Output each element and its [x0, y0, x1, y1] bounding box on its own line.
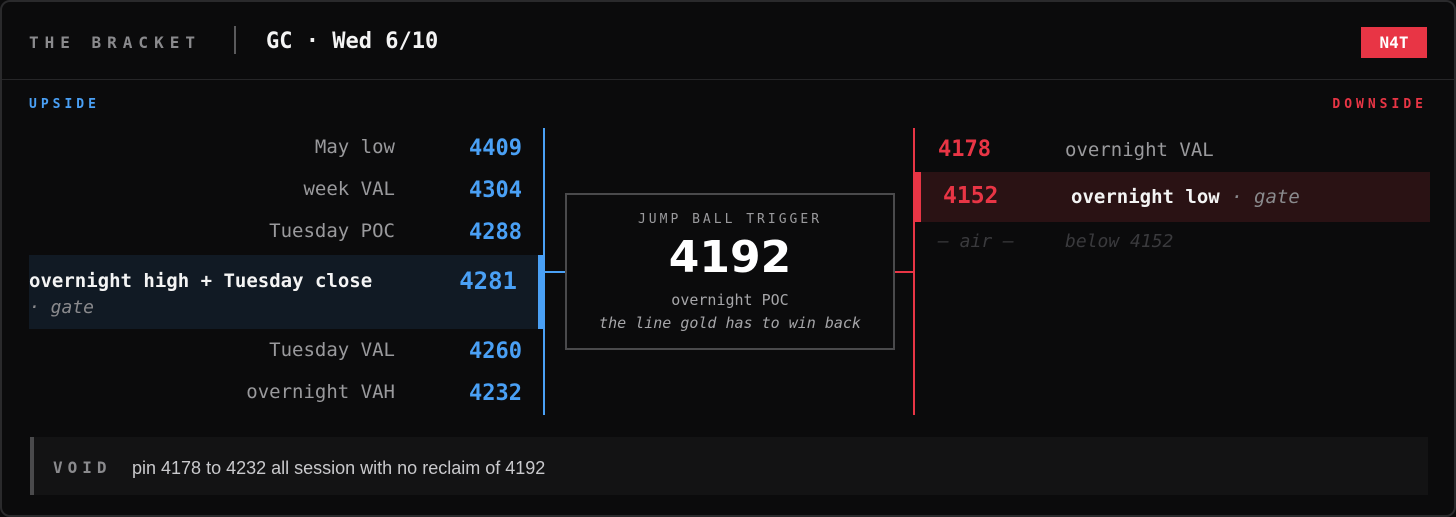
downside-connector: [895, 271, 913, 273]
level-label: Tuesday VAL: [269, 339, 395, 361]
level-label: May low: [314, 136, 395, 158]
level-value: 4178: [938, 137, 991, 162]
level-label: Tuesday POC: [269, 220, 395, 242]
gate-label: overnight high + Tuesday close: [29, 270, 373, 292]
level-value: 4409: [469, 136, 522, 161]
level-label: overnight VAH: [246, 381, 395, 403]
upside-level: Tuesday VAL 4260: [2, 339, 547, 379]
header: THE BRACKET GC · Wed 6/10 N4T: [2, 2, 1454, 80]
gate-highlight-bar: [915, 172, 921, 222]
jump-ball-trigger-box: JUMP BALL TRIGGER 4192 overnight POC the…: [565, 193, 895, 350]
upside-level: overnight VAH 4232: [2, 381, 547, 421]
trigger-label: JUMP BALL TRIGGER: [637, 212, 823, 227]
level-label: overnight VAL: [1065, 139, 1214, 161]
upside-label: UPSIDE: [29, 97, 100, 112]
trigger-value: 4192: [668, 232, 792, 283]
upside-connector: [545, 271, 565, 273]
symbol-date: GC · Wed 6/10: [266, 29, 439, 54]
void-condition: VOID pin 4178 to 4232 all session with n…: [30, 437, 1428, 495]
level-value: 4288: [469, 220, 522, 245]
level-label: week VAL: [303, 178, 395, 200]
downside-gate-level: 4152 overnight low · gate: [915, 172, 1430, 222]
trigger-note: the line gold has to win back: [599, 314, 861, 332]
void-label: VOID: [53, 458, 112, 477]
downside-axis-line: [913, 128, 915, 415]
downside-label: DOWNSIDE: [1332, 97, 1427, 112]
level-value: 4232: [469, 381, 522, 406]
gate-highlight-bar: [538, 255, 544, 329]
trigger-subtitle: overnight POC: [671, 291, 789, 309]
downside-level: 4178 overnight VAL: [915, 131, 1430, 171]
gate-value: 4281: [459, 267, 517, 295]
level-value: 4304: [469, 178, 522, 203]
level-value: 4260: [469, 339, 522, 364]
gate-label: overnight low: [1071, 186, 1220, 208]
upside-axis-line: [543, 128, 545, 415]
upside-level: May low 4409: [2, 136, 547, 176]
gate-note: · gate: [1231, 186, 1300, 208]
upside-gate-level: overnight high + Tuesday close · gate 42…: [29, 255, 544, 329]
gate-label-wrap: overnight low · gate: [1071, 186, 1300, 208]
upside-level: Tuesday POC 4288: [2, 220, 547, 260]
brand-title: THE BRACKET: [29, 33, 201, 52]
void-text: pin 4178 to 4232 all session with no rec…: [132, 458, 546, 478]
header-divider: [234, 26, 236, 54]
gate-value: 4152: [943, 183, 999, 209]
upside-level: week VAL 4304: [2, 178, 547, 218]
air-marker: — air —: [938, 231, 1014, 252]
air-label: below 4152: [1065, 231, 1174, 252]
gate-note: · gate: [29, 297, 95, 318]
author-badge: N4T: [1361, 27, 1427, 58]
